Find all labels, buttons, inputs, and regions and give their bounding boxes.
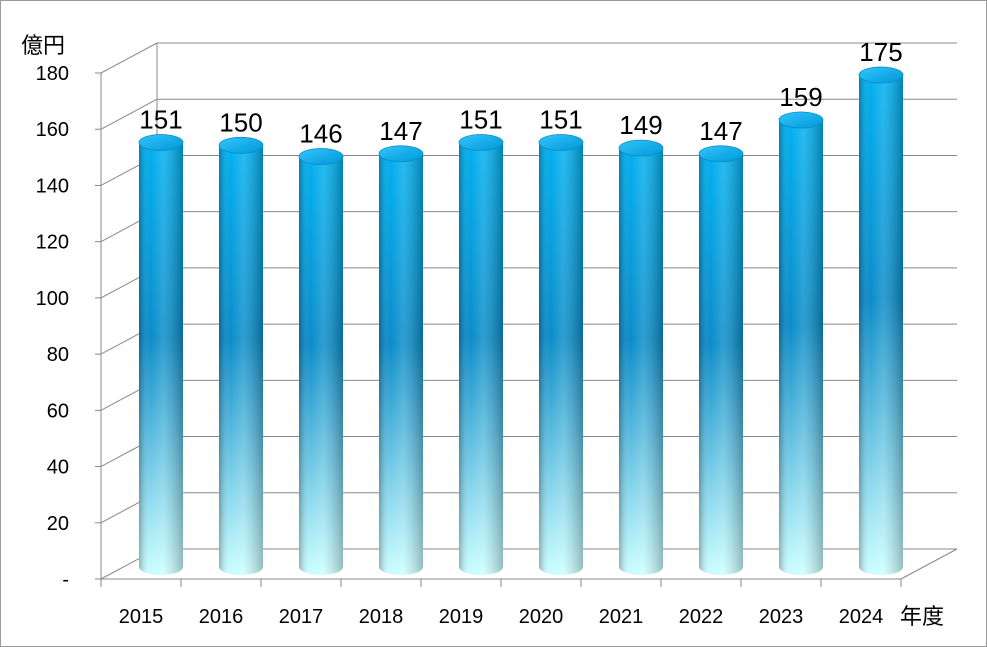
bar-2017: [298, 148, 344, 576]
y-tick-label-1: 20: [47, 513, 69, 535]
bar-cap-2015: [138, 134, 184, 151]
data-label-2022: 147: [699, 116, 742, 146]
bar-shade-2024: [859, 75, 903, 576]
data-label-2021: 149: [619, 110, 662, 140]
x-tick-label-2017: 2017: [279, 606, 324, 628]
data-label-2016: 150: [219, 107, 262, 137]
bar-shade-2020: [539, 142, 583, 575]
y-tick-label-9: 180: [36, 63, 69, 85]
data-label-2019: 151: [459, 105, 502, 135]
bar-2015: [138, 134, 184, 575]
y-tick-label-8: 160: [36, 119, 69, 141]
y-tick-label-7: 140: [36, 175, 69, 197]
x-tick-label-2021: 2021: [599, 606, 644, 628]
data-label-2015: 151: [139, 105, 182, 135]
x-tick-label-2019: 2019: [439, 606, 484, 628]
y-tick-label-5: 100: [36, 288, 69, 310]
bar-cap-2018: [378, 145, 424, 163]
bar-cap-2021: [618, 139, 664, 157]
x-tick-label-2022: 2022: [679, 606, 724, 628]
gridline-depth-9: [100, 42, 158, 74]
data-label-2018: 147: [379, 116, 422, 146]
x-tick-label-2015: 2015: [119, 606, 164, 628]
x-axis-unit-label: 年度: [900, 604, 944, 629]
y-tick-label-0: -: [62, 569, 69, 591]
bar-shade-2022: [699, 153, 743, 575]
bar-cap-2023: [778, 111, 824, 129]
bar-shade-2018: [379, 153, 423, 575]
bar-shade-2016: [219, 145, 263, 576]
bar-cap-2024: [858, 66, 904, 84]
bar-cap-2022: [698, 145, 744, 163]
y-tick-label-4: 80: [47, 344, 69, 366]
bar-2024: [858, 66, 904, 576]
bar-cap-2019: [458, 134, 504, 151]
bar-cap-2016: [218, 136, 264, 154]
data-label-2024: 175: [859, 37, 902, 67]
y-tick-label-6: 120: [36, 232, 69, 254]
y-axis-unit-label: 億円: [21, 33, 65, 58]
data-label-2023: 159: [779, 82, 822, 112]
x-tick-label-2020: 2020: [519, 606, 564, 628]
bar-shade-2015: [139, 142, 183, 575]
bar-shade-2019: [459, 142, 503, 575]
y-tick-label-2: 40: [47, 457, 69, 479]
x-tick-label-2016: 2016: [199, 606, 244, 628]
x-tick-label-2023: 2023: [759, 606, 804, 628]
bar-2022: [698, 145, 744, 575]
data-label-2020: 151: [539, 105, 582, 135]
bar-2021: [618, 139, 664, 575]
data-label-2017: 146: [299, 119, 342, 149]
y-tick-label-3: 60: [47, 400, 69, 422]
bar-2023: [778, 111, 824, 576]
labels: - 20 40 60 80 100 120 140 160 180 151 2015 150 2016 14…: [36, 37, 903, 628]
floor-right-edge: [900, 548, 958, 580]
bar-2019: [458, 134, 504, 575]
bar-2018: [378, 145, 424, 575]
bar-2020: [538, 134, 584, 575]
x-tick-label-2024: 2024: [839, 606, 884, 628]
bar-shade-2017: [299, 156, 343, 576]
bar-cap-2020: [538, 134, 584, 151]
bar-2016: [218, 136, 264, 576]
bars: [138, 66, 904, 576]
bar-shade-2023: [779, 120, 823, 576]
bar-cap-2017: [298, 148, 344, 165]
bar-shade-2021: [619, 148, 663, 575]
gridline-depth-8: [100, 98, 158, 130]
x-tick-label-2018: 2018: [359, 606, 404, 628]
